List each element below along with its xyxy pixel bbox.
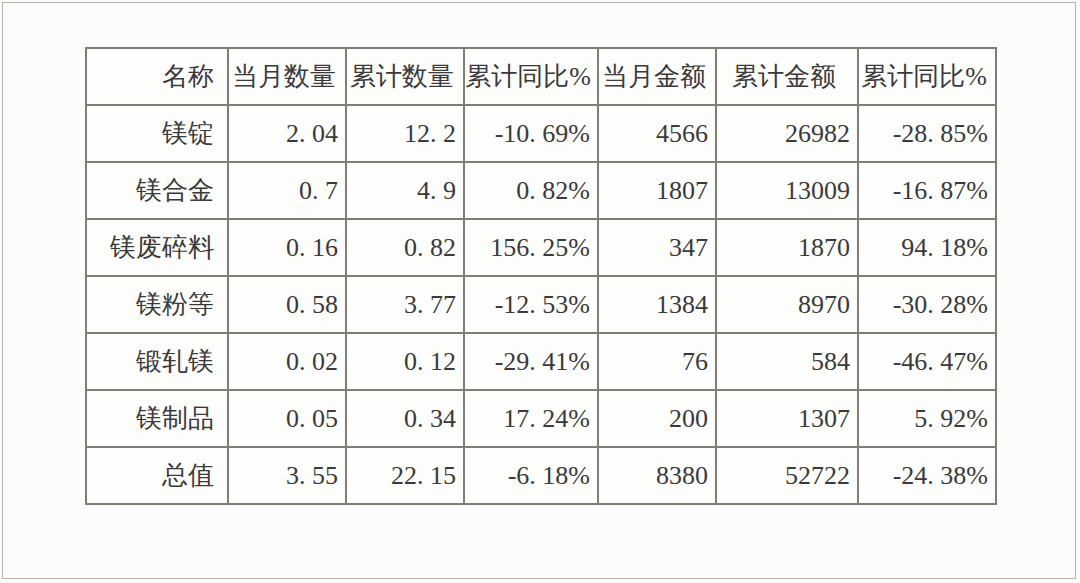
cell-value: 0. 34 [346, 390, 464, 447]
cell-value: 3. 77 [346, 276, 464, 333]
cell-value: 0. 7 [228, 162, 346, 219]
cell-value: 1307 [716, 390, 858, 447]
column-header-5: 累计金额 [716, 48, 858, 105]
cell-value: 13009 [716, 162, 858, 219]
cell-value: 8970 [716, 276, 858, 333]
header-row: 名称当月数量累计数量累计同比%当月金额累计金额累计同比% [86, 48, 996, 105]
page-canvas: 名称当月数量累计数量累计同比%当月金额累计金额累计同比% 镁锭2. 0412. … [0, 0, 1080, 583]
cell-value: 12. 2 [346, 105, 464, 162]
cell-value: 52722 [716, 447, 858, 504]
table-row-2: 镁废碎料0. 160. 82156. 25%347187094. 18% [86, 219, 996, 276]
cell-value: 0. 05 [228, 390, 346, 447]
cell-value: 4566 [598, 105, 716, 162]
cell-value: -12. 53% [464, 276, 598, 333]
column-header-4: 当月金额 [598, 48, 716, 105]
cell-value: 200 [598, 390, 716, 447]
cell-value: -10. 69% [464, 105, 598, 162]
cell-value: 0. 82% [464, 162, 598, 219]
cell-value: -29. 41% [464, 333, 598, 390]
cell-value: -30. 28% [858, 276, 996, 333]
column-header-6: 累计同比% [858, 48, 996, 105]
table-row-1: 镁合金0. 74. 90. 82%180713009-16. 87% [86, 162, 996, 219]
cell-value: 2. 04 [228, 105, 346, 162]
cell-value: 5. 92% [858, 390, 996, 447]
cell-value: 0. 12 [346, 333, 464, 390]
row-label: 锻轧镁 [86, 333, 228, 390]
cell-value: 3. 55 [228, 447, 346, 504]
table-row-0: 镁锭2. 0412. 2-10. 69%456626982-28. 85% [86, 105, 996, 162]
row-label: 总值 [86, 447, 228, 504]
cell-value: 22. 15 [346, 447, 464, 504]
column-header-1: 当月数量 [228, 48, 346, 105]
cell-value: 1384 [598, 276, 716, 333]
cell-value: -6. 18% [464, 447, 598, 504]
table-body: 镁锭2. 0412. 2-10. 69%456626982-28. 85%镁合金… [86, 105, 996, 504]
row-label: 镁废碎料 [86, 219, 228, 276]
row-label: 镁合金 [86, 162, 228, 219]
table-row-5: 镁制品0. 050. 3417. 24%20013075. 92% [86, 390, 996, 447]
cell-value: 0. 16 [228, 219, 346, 276]
column-header-2: 累计数量 [346, 48, 464, 105]
cell-value: 347 [598, 219, 716, 276]
row-label: 镁粉等 [86, 276, 228, 333]
row-label: 镁锭 [86, 105, 228, 162]
table-row-6: 总值3. 5522. 15-6. 18%838052722-24. 38% [86, 447, 996, 504]
cell-value: 4. 9 [346, 162, 464, 219]
cell-value: 26982 [716, 105, 858, 162]
cell-value: 1807 [598, 162, 716, 219]
cell-value: 1870 [716, 219, 858, 276]
cell-value: -46. 47% [858, 333, 996, 390]
cell-value: 76 [598, 333, 716, 390]
cell-value: -24. 38% [858, 447, 996, 504]
column-header-0: 名称 [86, 48, 228, 105]
cell-value: -16. 87% [858, 162, 996, 219]
cell-value: 0. 58 [228, 276, 346, 333]
column-header-3: 累计同比% [464, 48, 598, 105]
cell-value: 156. 25% [464, 219, 598, 276]
cell-value: -28. 85% [858, 105, 996, 162]
cell-value: 8380 [598, 447, 716, 504]
cell-value: 0. 82 [346, 219, 464, 276]
table-row-4: 锻轧镁0. 020. 12-29. 41%76584-46. 47% [86, 333, 996, 390]
trade-table: 名称当月数量累计数量累计同比%当月金额累计金额累计同比% 镁锭2. 0412. … [85, 47, 997, 505]
cell-value: 17. 24% [464, 390, 598, 447]
cell-value: 94. 18% [858, 219, 996, 276]
table-row-3: 镁粉等0. 583. 77-12. 53%13848970-30. 28% [86, 276, 996, 333]
cell-value: 0. 02 [228, 333, 346, 390]
cell-value: 584 [716, 333, 858, 390]
table-header: 名称当月数量累计数量累计同比%当月金额累计金额累计同比% [86, 48, 996, 105]
row-label: 镁制品 [86, 390, 228, 447]
